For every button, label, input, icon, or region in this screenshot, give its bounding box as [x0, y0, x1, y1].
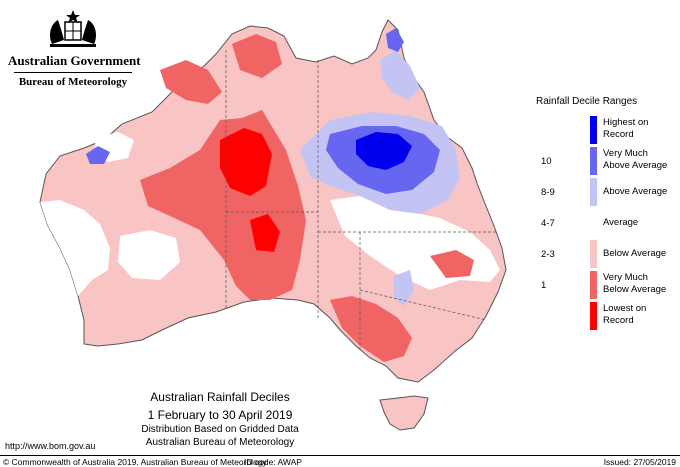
government-name: Australian Government — [8, 53, 141, 68]
above-average-cape-york — [380, 50, 420, 100]
very-much-above-kimberley — [86, 146, 110, 164]
very-much-below-north-east — [232, 34, 282, 78]
legend-swatch — [590, 178, 597, 206]
average-zone-west — [40, 200, 110, 296]
legend-swatch — [590, 302, 597, 330]
very-much-below-nsw — [430, 250, 474, 278]
legend-label: Below Average — [603, 248, 667, 259]
coat-of-arms-icon — [50, 10, 96, 47]
very-much-below-north — [160, 60, 222, 104]
bureau-name: Bureau of Meteorology — [18, 76, 128, 88]
lowest-on-record-central — [220, 128, 272, 196]
caption-source: Australian Bureau of Meteorology — [145, 437, 295, 448]
decile-legend: Rainfall Decile Ranges Highest on Record… — [533, 96, 673, 333]
caption-method: Distribution Based on Gridded Data — [141, 424, 299, 435]
caption-dates: 1 February to 30 April 2019 — [147, 408, 293, 422]
legend-range: 8-9 — [541, 187, 555, 198]
legend-label: Very Much Below Average — [603, 272, 667, 295]
legend-label: Average — [603, 217, 639, 228]
lowest-on-record-south — [250, 214, 280, 252]
legend-row-above: 8-9 Above Average — [533, 178, 673, 209]
legend-row-very-much-above: 10 Very Much Above Average — [533, 147, 673, 178]
tasmania-outline — [379, 395, 429, 431]
legend-range: 10 — [541, 156, 552, 167]
legend-row-highest: Highest on Record — [533, 116, 673, 147]
highest-on-record-qld — [356, 132, 412, 170]
very-much-above-cape-york — [386, 28, 404, 52]
legend-title: Rainfall Decile Ranges — [536, 96, 638, 107]
copyright-text: © Commonwealth of Australia 2019, Austra… — [3, 457, 267, 467]
state-borders — [225, 50, 498, 350]
id-code-text: ID code: AWAP — [244, 457, 302, 467]
legend-swatch — [590, 240, 597, 268]
legend-range: 4-7 — [541, 218, 555, 229]
header-divider — [14, 72, 132, 73]
legend-swatch — [590, 147, 597, 175]
legend-swatch — [590, 271, 597, 299]
legend-row-below: 2-3 Below Average — [533, 240, 673, 271]
legend-swatch — [590, 116, 597, 144]
legend-label: Very Much Above Average — [603, 148, 668, 171]
issued-date-text: Issued: 27/05/2019 — [603, 457, 676, 467]
average-zone-south-west — [118, 230, 180, 280]
legend-range: 1 — [541, 280, 547, 291]
legend-label: Lowest on Record — [603, 303, 647, 326]
government-branding: Australian Government Bureau of Meteorol… — [8, 8, 141, 88]
caption-title: Australian Rainfall Deciles — [150, 390, 290, 404]
legend-row-very-much-below: 1 Very Much Below Average — [533, 271, 673, 302]
legend-label: Highest on Record — [603, 117, 649, 140]
above-average-sa — [394, 270, 414, 306]
legend-row-average: 4-7 Average — [533, 209, 673, 240]
very-much-below-south-east — [330, 296, 412, 362]
legend-label: Above Average — [603, 186, 668, 197]
map-caption: Australian Rainfall Deciles 1 February t… — [110, 390, 330, 448]
legend-row-lowest: Lowest on Record — [533, 302, 673, 333]
legend-range: 2-3 — [541, 249, 555, 260]
legend-swatch — [590, 209, 597, 237]
footer-divider — [0, 455, 680, 456]
bom-url-link[interactable]: http://www.bom.gov.au — [5, 441, 96, 451]
